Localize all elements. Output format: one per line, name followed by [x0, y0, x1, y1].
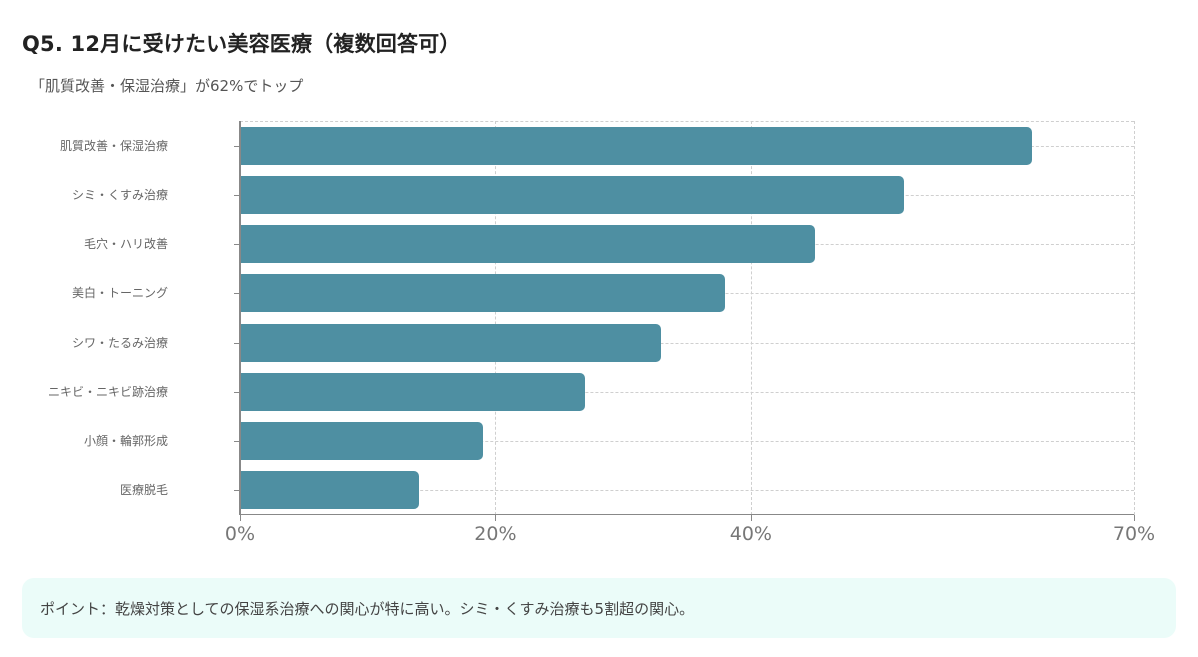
x-axis-tick-label: 40%: [729, 523, 772, 545]
bar-2: [240, 225, 815, 264]
y-axis-label: 毛穴・ハリ改善: [83, 237, 168, 252]
x-axis-tick-label: 0%: [224, 523, 256, 545]
x-axis-tick-label: 70%: [1112, 523, 1156, 545]
grid-line-horizontal: [240, 441, 1134, 443]
y-axis-label: 肌質改善・保湿治療: [59, 138, 168, 153]
y-tick: [234, 194, 239, 196]
bar-chart-plot-area: 肌質改善・保湿治療シミ・くすみ治療毛穴・ハリ改善美白・トーニング シワ・たるみ治療…: [48, 121, 1155, 545]
y-axis-label: 美白・トーニング: [71, 286, 168, 301]
x-axis-tick-label: 20%: [474, 523, 517, 545]
chart-title: Q5. 12月に受けたい美容医療（複数回答可）: [22, 32, 461, 56]
insight-note-box: ポイント：乾燥対策としての保湿系治療への関心が特に高い。シミ・くすみ治療も5割超…: [22, 578, 1176, 638]
y-axis-label: シミ・くすみ治療: [71, 187, 168, 202]
grid-line-vertical: [1134, 121, 1135, 515]
bar-6: [240, 422, 483, 461]
grid-line-vertical: [495, 121, 497, 515]
grid-line-horizontal: [240, 391, 1134, 393]
grid-line-top: [240, 121, 1134, 122]
chart-subtitle: 「肌質改善・保湿治療」が62%でトップ: [30, 77, 304, 95]
y-axis-label: 小顔・輪郭形成: [83, 434, 168, 449]
y-tick: [234, 441, 239, 443]
x-tick: [495, 515, 497, 521]
insight-note-text: ポイント：乾燥対策としての保湿系治療への関心が特に高い。シミ・くすみ治療も5割超…: [40, 599, 695, 618]
grid-line-vertical: [750, 121, 752, 515]
bar-1: [240, 175, 905, 214]
x-tick: [750, 515, 752, 521]
y-tick: [234, 145, 239, 147]
x-tick: [240, 515, 241, 521]
bar-5: [240, 372, 585, 411]
bar-7: [240, 471, 419, 510]
bar-0: [240, 126, 1032, 165]
y-tick: [234, 391, 239, 393]
x-tick: [1134, 515, 1135, 521]
grid-line-horizontal: [240, 490, 1134, 492]
bar-3: [240, 274, 726, 313]
y-tick: [234, 342, 239, 344]
bar-4: [240, 323, 662, 362]
y-axis-line: [239, 121, 241, 515]
y-tick: [234, 244, 239, 246]
y-tick: [234, 490, 239, 492]
y-axis-label: シワ・たるみ治療: [71, 335, 168, 350]
y-axis-label: 医療脱毛: [119, 483, 168, 498]
grid-line-horizontal: [240, 342, 1134, 344]
y-tick: [234, 293, 239, 295]
y-axis-label: ニキビ・ニキビ跡治療: [47, 384, 168, 399]
x-axis-line: [240, 513, 1134, 515]
